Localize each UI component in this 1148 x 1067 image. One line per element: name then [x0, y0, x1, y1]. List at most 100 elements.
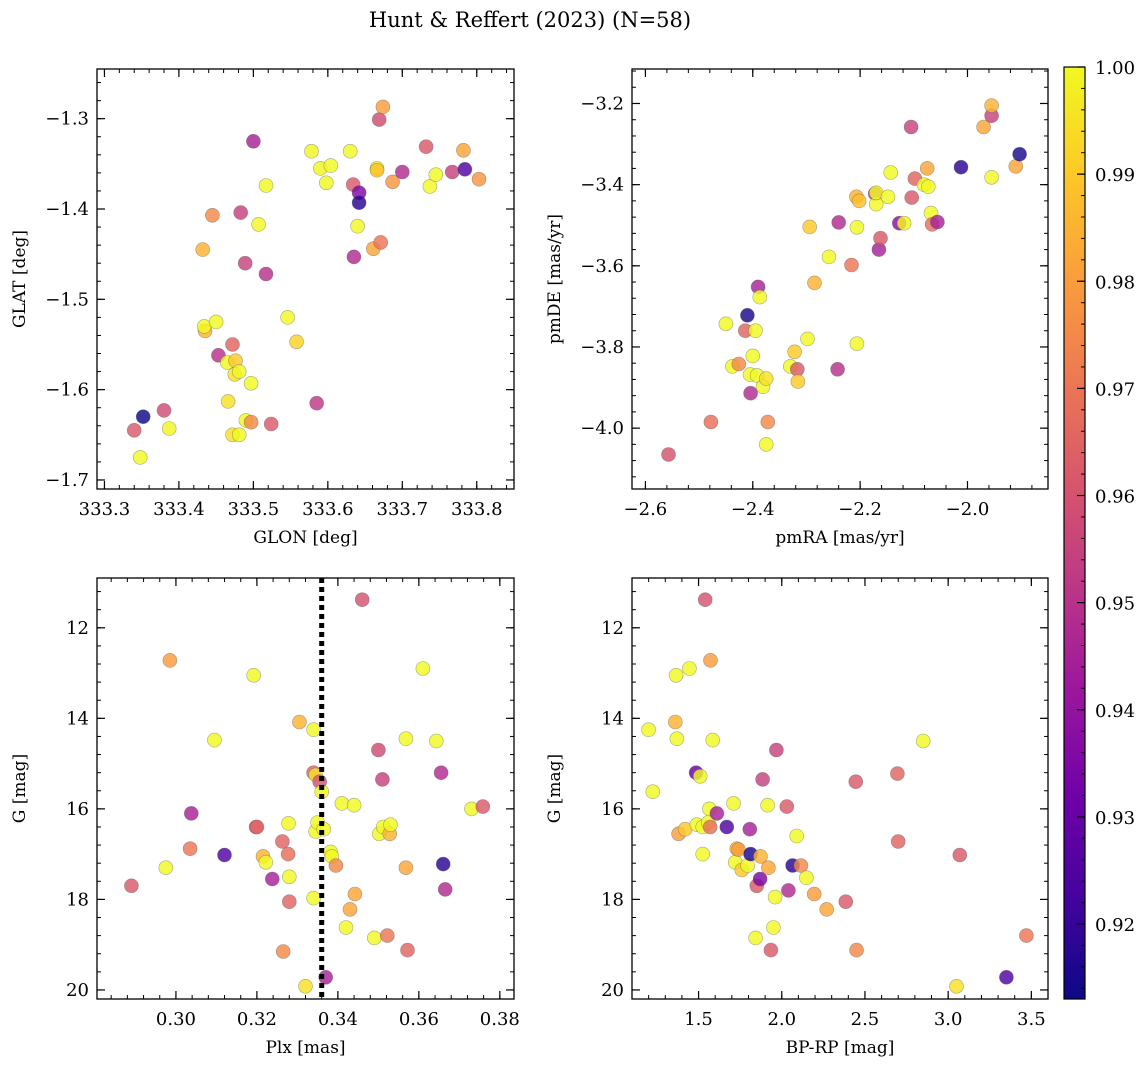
points-group	[124, 592, 491, 994]
x-tick-label: 0.30	[156, 1009, 196, 1030]
data-point	[135, 409, 151, 425]
data-point	[289, 334, 304, 350]
data-point	[703, 653, 718, 668]
data-point	[743, 385, 758, 401]
data-point	[456, 143, 471, 158]
data-point	[225, 337, 240, 352]
x-tick-label: 2.0	[767, 1009, 796, 1030]
data-point	[831, 215, 847, 230]
y-tick-label: 20	[601, 980, 624, 1001]
data-point	[745, 348, 761, 364]
x-tick-label: −2.2	[838, 499, 882, 520]
scatter-panels: 333.3 333.4 333.5 333.6 333.7 333.8 −1.7 −1.6 −1…	[10, 68, 1049, 1058]
data-point	[347, 886, 363, 902]
data-point	[873, 230, 888, 246]
colorbar-tick-label: 0.96	[1095, 487, 1135, 508]
data-point	[124, 878, 139, 894]
data-point	[306, 722, 321, 738]
colorbar-tick-label: 0.92	[1095, 915, 1135, 936]
data-point	[475, 799, 491, 814]
data-point	[217, 847, 232, 863]
y-tick-label: 12	[601, 618, 624, 639]
data-point	[758, 437, 774, 452]
data-point	[304, 143, 319, 159]
y-tick-label: 12	[66, 618, 89, 639]
data-point	[318, 969, 334, 985]
y-tick-label: −1.4	[45, 199, 89, 220]
data-point	[184, 806, 199, 821]
y-tick-label: −1.7	[45, 470, 89, 491]
data-point	[920, 179, 936, 194]
data-point	[246, 667, 261, 683]
panel-2: −2.6 −2.4 −2.2 −2.0 −4.0 −3.8 −3.6 −3.4 −3.2 pmRA…	[545, 68, 1049, 548]
data-point	[763, 942, 779, 958]
data-point	[806, 886, 822, 902]
x-tick-label: 1.5	[684, 1009, 713, 1030]
x-tick-label: −2.6	[624, 499, 668, 520]
data-point	[207, 732, 222, 748]
data-point	[748, 930, 763, 946]
data-point	[719, 819, 735, 835]
data-point	[398, 860, 414, 876]
data-point	[334, 796, 350, 811]
x-tick-label: −2.0	[946, 499, 990, 520]
y-tick-label: 18	[66, 889, 89, 910]
data-point	[457, 162, 473, 177]
data-point	[930, 214, 945, 230]
data-point	[789, 361, 805, 377]
data-point	[126, 422, 142, 438]
data-point	[422, 179, 438, 194]
data-point	[275, 834, 290, 849]
y-tick-label: −4.0	[580, 418, 624, 439]
data-point	[949, 978, 964, 994]
data-point	[849, 220, 865, 235]
data-point	[258, 854, 274, 870]
y-tick-label: −3.6	[580, 256, 624, 277]
data-point	[158, 860, 174, 876]
data-point	[342, 902, 358, 917]
data-point	[919, 161, 935, 176]
data-point	[915, 733, 931, 749]
data-point	[281, 869, 297, 885]
data-point	[726, 796, 741, 811]
data-point	[231, 364, 247, 379]
data-point	[702, 819, 718, 835]
data-point	[246, 134, 261, 149]
data-point	[1008, 159, 1024, 174]
y-tick-label: 14	[601, 708, 624, 729]
data-point	[182, 841, 198, 857]
data-point	[821, 249, 837, 265]
data-point	[323, 158, 339, 173]
panel-3: 0.30 0.32 0.34 0.36 0.38 12 14 16 18 20 Plx [mas] G…	[10, 577, 520, 1058]
x-tick-label: 0.38	[480, 1009, 520, 1030]
y-tick-label: 16	[601, 799, 624, 820]
data-point	[243, 414, 259, 430]
y-axis-label: GLAT [deg]	[10, 230, 30, 328]
x-tick-label: 333.5	[228, 499, 280, 520]
data-point	[761, 860, 776, 876]
data-point	[342, 143, 358, 159]
data-point	[292, 714, 307, 730]
colorbar-bar	[1063, 66, 1086, 1000]
data-point	[976, 119, 991, 135]
data-point	[471, 171, 487, 187]
data-point	[984, 170, 999, 185]
data-point	[984, 98, 999, 113]
x-tick-label: 333.4	[153, 499, 205, 520]
data-point	[428, 733, 444, 749]
x-axis-label: pmRA [mas/yr]	[775, 528, 904, 548]
x-tick-label: 333.3	[79, 499, 131, 520]
data-point	[849, 942, 864, 958]
figure-title: Hunt & Reffert (2023) (N=58)	[369, 8, 691, 32]
data-point	[249, 819, 265, 835]
data-point	[793, 858, 809, 873]
data-point	[306, 890, 321, 906]
data-point	[258, 178, 274, 193]
colorbar-tick-label: 0.95	[1095, 594, 1135, 615]
data-point	[767, 889, 783, 905]
data-point	[807, 275, 822, 291]
data-point	[243, 375, 259, 391]
colorbar-tick-label: 0.97	[1095, 379, 1135, 400]
data-point	[132, 450, 148, 465]
data-point	[844, 257, 859, 273]
